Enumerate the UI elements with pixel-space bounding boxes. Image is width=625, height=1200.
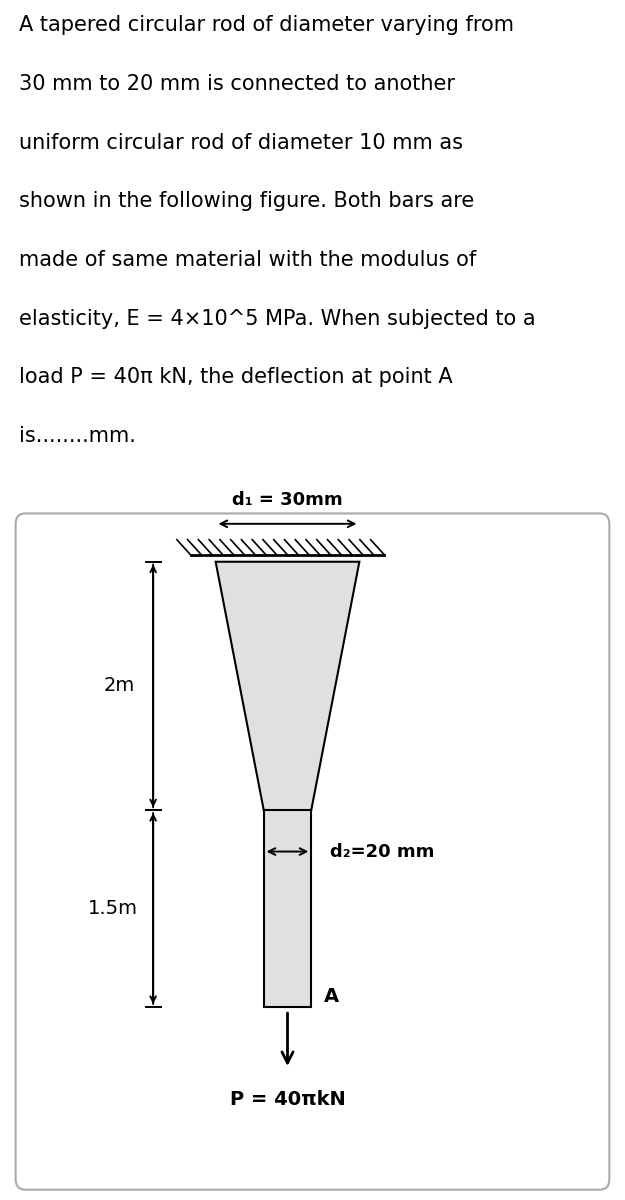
Text: load P = 40π kN, the deflection at point A: load P = 40π kN, the deflection at point… bbox=[19, 367, 452, 388]
Text: A tapered circular rod of diameter varying from: A tapered circular rod of diameter varyi… bbox=[19, 16, 514, 35]
Polygon shape bbox=[216, 562, 359, 810]
Text: P = 40πkN: P = 40πkN bbox=[229, 1090, 346, 1109]
Text: uniform circular rod of diameter 10 mm as: uniform circular rod of diameter 10 mm a… bbox=[19, 132, 462, 152]
Polygon shape bbox=[264, 810, 311, 1007]
Text: d₂=20 mm: d₂=20 mm bbox=[330, 842, 434, 860]
Text: shown in the following figure. Both bars are: shown in the following figure. Both bars… bbox=[19, 191, 474, 211]
Text: made of same material with the modulus of: made of same material with the modulus o… bbox=[19, 250, 476, 270]
Text: 2m: 2m bbox=[103, 677, 134, 696]
Text: 1.5m: 1.5m bbox=[88, 899, 138, 918]
Text: elasticity, E = 4×10^5 MPa. When subjected to a: elasticity, E = 4×10^5 MPa. When subject… bbox=[19, 308, 536, 329]
Text: 30 mm to 20 mm is connected to another: 30 mm to 20 mm is connected to another bbox=[19, 74, 455, 94]
Text: d₁ = 30mm: d₁ = 30mm bbox=[232, 491, 342, 509]
Text: A: A bbox=[324, 986, 339, 1006]
Text: is........mm.: is........mm. bbox=[19, 426, 136, 446]
